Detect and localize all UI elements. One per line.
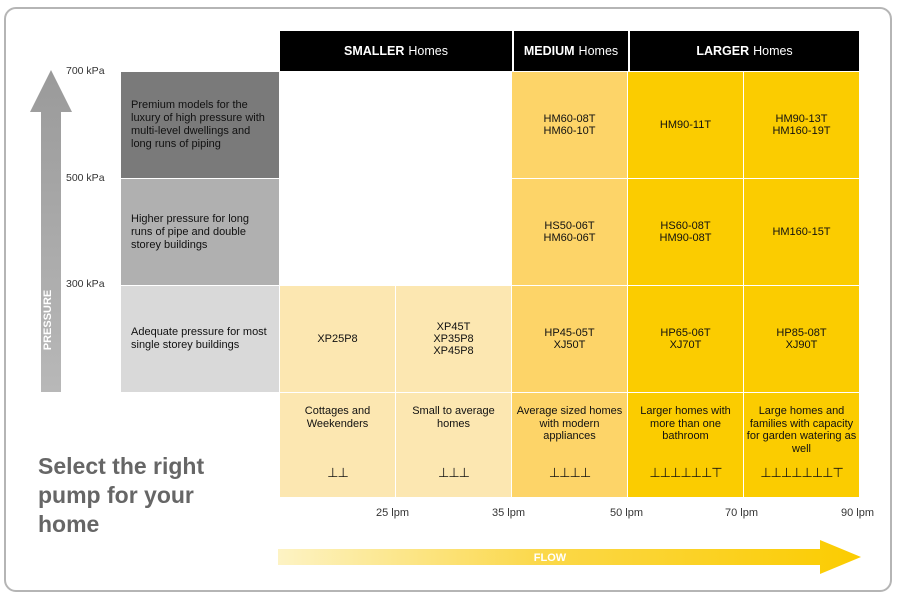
pressure-arrow: PRESSURE bbox=[30, 70, 72, 392]
column-divider bbox=[395, 286, 396, 497]
model-name: XP25P8 bbox=[317, 333, 358, 345]
model-name: HM90-08T bbox=[659, 232, 712, 244]
model-cell: HM160-15T bbox=[744, 179, 859, 285]
header-larger-homes: LARGER Homes bbox=[628, 31, 859, 71]
row-separator bbox=[512, 178, 859, 179]
model-cell: HM90-13T HM160-19T bbox=[744, 72, 859, 178]
lpm-tick-35: 35 lpm bbox=[492, 507, 526, 519]
model-name: XP45P8 bbox=[433, 345, 474, 357]
model-name: XJ90T bbox=[785, 339, 818, 351]
header-rest: Homes bbox=[408, 44, 448, 58]
header-medium-homes: MEDIUM Homes bbox=[512, 31, 628, 71]
model-name: HM90-13T bbox=[775, 113, 828, 125]
pressure-row-higher: Higher pressure for long runs of pipe an… bbox=[121, 179, 279, 285]
home-type-text: Large homes and families with capacity f… bbox=[746, 405, 857, 455]
headline-line: pump for your bbox=[38, 482, 194, 508]
model-cell: HM60-08T HM60-10T bbox=[512, 72, 627, 178]
model-name: HM60-10T bbox=[543, 125, 596, 137]
model-name: XJ70T bbox=[669, 339, 702, 351]
chart-frame bbox=[4, 7, 892, 592]
kpa-tick-500: 500 kPa bbox=[66, 172, 105, 184]
tap-icons: ⊥⊥⊥ bbox=[438, 465, 470, 480]
home-type-large-garden: Large homes and families with capacity f… bbox=[744, 393, 859, 497]
model-name: XP45T bbox=[436, 321, 471, 333]
header-rest: Homes bbox=[578, 44, 619, 58]
flow-arrow: FLOW bbox=[278, 540, 861, 574]
lpm-tick-50: 50 lpm bbox=[610, 507, 644, 519]
model-cell: HP85-08T XJ90T bbox=[744, 286, 859, 392]
model-name: HS60-08T bbox=[660, 220, 711, 232]
tap-icons: ⊥⊥⊥⊥ bbox=[548, 465, 591, 480]
headline-line: Select the right bbox=[38, 453, 205, 479]
lpm-tick-90: 90 lpm bbox=[841, 507, 875, 519]
lpm-tick-25: 25 lpm bbox=[376, 507, 410, 519]
header-smaller-homes: SMALLER Homes bbox=[280, 31, 512, 71]
row-separator bbox=[280, 285, 859, 286]
model-name: HP45-05T bbox=[544, 327, 595, 339]
tap-icons: ⊥⊥⊥⊥⊥⊥⊤ bbox=[649, 465, 722, 480]
column-bg-larger-2 bbox=[744, 72, 859, 497]
tap-icons: ⊥⊥⊥⊥⊥⊥⊥⊤ bbox=[760, 465, 844, 480]
model-cell: HP65-06T XJ70T bbox=[628, 286, 743, 392]
model-name: XP35P8 bbox=[433, 333, 474, 345]
model-name: HM160-15T bbox=[772, 226, 831, 238]
home-type-larger: Larger homes with more than one bathroom… bbox=[628, 393, 743, 497]
home-type-average: Average sized homes with modern applianc… bbox=[512, 393, 627, 497]
header-rest: Homes bbox=[753, 44, 793, 58]
home-type-text: Larger homes with more than one bathroom bbox=[640, 405, 731, 442]
model-name: HM60-08T bbox=[543, 113, 596, 125]
headline: Select the right pump for your home bbox=[38, 452, 278, 539]
lpm-tick-70: 70 lpm bbox=[725, 507, 759, 519]
column-divider bbox=[627, 72, 628, 497]
header-bold: MEDIUM bbox=[523, 44, 575, 58]
pressure-label: PRESSURE bbox=[42, 290, 54, 351]
header-bold: SMALLER bbox=[343, 44, 405, 58]
model-cell: HM90-11T bbox=[628, 72, 743, 178]
home-type-cottages: Cottages and Weekenders ⊥⊥ bbox=[280, 393, 395, 497]
row-separator bbox=[280, 392, 859, 393]
column-bg-larger-1 bbox=[628, 72, 743, 497]
model-name: HM60-06T bbox=[543, 232, 596, 244]
model-name: HP85-08T bbox=[776, 327, 827, 339]
model-name: HM160-19T bbox=[772, 125, 831, 137]
model-name: HS50-06T bbox=[544, 220, 595, 232]
model-name: HP65-06T bbox=[660, 327, 711, 339]
model-cell: XP25P8 bbox=[280, 286, 395, 392]
tap-icons: ⊥⊥ bbox=[327, 465, 349, 480]
header-bold: LARGER bbox=[696, 44, 750, 58]
model-name: XJ50T bbox=[553, 339, 586, 351]
column-bg-smaller-2 bbox=[396, 286, 511, 497]
home-type-small: Small to average homes ⊥⊥⊥ bbox=[396, 393, 511, 497]
headline-line: home bbox=[38, 511, 100, 537]
column-divider bbox=[743, 72, 744, 497]
home-type-text: Cottages and Weekenders bbox=[304, 405, 371, 430]
model-name: HM90-11T bbox=[659, 119, 712, 131]
column-divider bbox=[511, 286, 512, 497]
model-cell: HP45-05T XJ50T bbox=[512, 286, 627, 392]
model-cell: HS50-06T HM60-06T bbox=[512, 179, 627, 285]
pressure-row-adequate: Adequate pressure for most single storey… bbox=[121, 286, 279, 392]
home-type-text: Average sized homes with modern applianc… bbox=[516, 405, 623, 442]
kpa-tick-300: 300 kPa bbox=[66, 278, 105, 290]
column-bg-smaller-1 bbox=[280, 286, 395, 497]
pressure-row-premium: Premium models for the luxury of high pr… bbox=[121, 72, 279, 178]
kpa-tick-700: 700 kPa bbox=[66, 65, 105, 77]
column-bg-medium bbox=[512, 72, 627, 497]
flow-label: FLOW bbox=[534, 552, 567, 564]
model-cell: HS60-08T HM90-08T bbox=[628, 179, 743, 285]
model-cell: XP45T XP35P8 XP45P8 bbox=[396, 286, 511, 392]
home-type-text: Small to average homes bbox=[412, 405, 495, 430]
